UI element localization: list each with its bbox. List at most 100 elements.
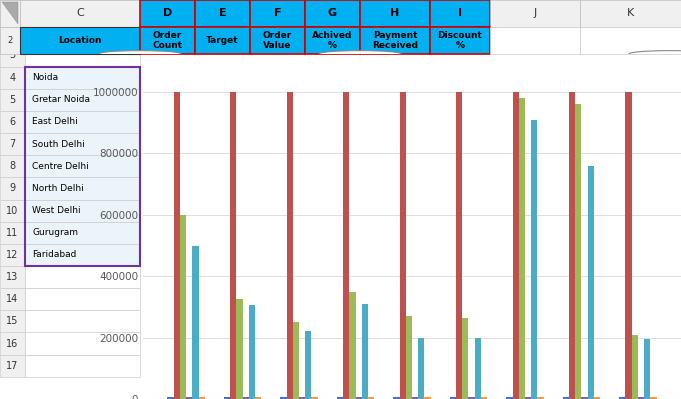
Bar	[20, 0, 140, 27]
Bar	[355, 397, 362, 399]
Circle shape	[629, 51, 681, 57]
Bar	[20, 27, 140, 54]
Bar	[168, 397, 174, 399]
Bar	[305, 27, 360, 54]
Text: G: G	[328, 8, 337, 18]
Bar	[424, 397, 430, 399]
Bar	[525, 397, 531, 399]
Text: Gurugram: Gurugram	[32, 228, 78, 237]
Bar	[174, 92, 180, 399]
Text: Location: Location	[59, 36, 101, 45]
Text: Gretar Noida: Gretar Noida	[32, 95, 90, 104]
Bar	[406, 316, 412, 399]
Bar	[25, 332, 140, 355]
Bar	[249, 305, 255, 399]
Text: F: F	[274, 8, 281, 18]
Text: 16: 16	[6, 339, 18, 349]
Bar	[0, 222, 25, 244]
Bar	[337, 397, 343, 399]
Text: 5: 5	[10, 95, 16, 105]
Text: South Delhi: South Delhi	[32, 140, 85, 148]
Bar	[580, 27, 681, 54]
Bar	[25, 244, 140, 266]
Bar	[362, 304, 368, 399]
Bar	[180, 215, 186, 399]
Bar	[250, 27, 305, 54]
Bar	[299, 397, 305, 399]
Bar	[582, 397, 588, 399]
Bar	[281, 397, 287, 399]
Bar	[0, 288, 25, 310]
Bar	[25, 310, 140, 332]
Bar	[481, 397, 487, 399]
Bar	[394, 397, 400, 399]
Bar	[311, 397, 318, 399]
Bar	[513, 92, 519, 399]
Bar	[619, 397, 625, 399]
Bar	[349, 292, 355, 399]
Text: Faridabad: Faridabad	[32, 251, 76, 259]
Bar	[287, 92, 293, 399]
Bar	[199, 397, 205, 399]
Bar	[25, 67, 140, 89]
Bar	[230, 92, 236, 399]
Bar	[25, 67, 140, 266]
Bar	[569, 92, 575, 399]
Bar	[456, 92, 462, 399]
Bar	[0, 155, 25, 177]
Text: East Delhi: East Delhi	[32, 117, 78, 126]
Bar	[506, 397, 513, 399]
Bar	[242, 397, 249, 399]
Text: 10: 10	[6, 205, 18, 215]
Bar	[25, 133, 140, 155]
Bar	[580, 0, 681, 27]
Text: E: E	[219, 8, 226, 18]
Bar	[250, 0, 305, 27]
Bar	[140, 27, 195, 54]
Text: Order
Value: Order Value	[263, 31, 292, 50]
Bar	[0, 332, 25, 355]
Text: 7: 7	[10, 139, 16, 149]
Text: 9: 9	[10, 184, 16, 194]
Text: 14: 14	[6, 294, 18, 304]
Text: K: K	[627, 8, 634, 18]
Text: 17: 17	[6, 361, 19, 371]
Bar	[430, 27, 490, 54]
Bar	[195, 0, 250, 27]
Bar	[430, 0, 490, 27]
Text: 2: 2	[10, 28, 16, 38]
Text: Noida: Noida	[32, 73, 59, 82]
Text: 11: 11	[6, 228, 18, 238]
Text: 8: 8	[10, 161, 16, 171]
Bar	[0, 200, 25, 222]
Polygon shape	[2, 2, 18, 24]
Text: West Delhi: West Delhi	[32, 206, 81, 215]
Bar	[519, 98, 525, 399]
Bar	[0, 0, 140, 22]
Bar	[195, 27, 250, 54]
Bar	[0, 44, 25, 67]
Bar	[0, 67, 25, 89]
Text: 15: 15	[6, 316, 19, 326]
Bar	[25, 22, 140, 44]
Text: 13: 13	[6, 272, 18, 282]
Text: Target: Target	[206, 36, 239, 45]
Bar	[343, 92, 349, 399]
Bar	[25, 111, 140, 133]
Bar	[418, 338, 424, 399]
Bar	[0, 266, 25, 288]
Text: 12: 12	[6, 250, 19, 260]
Text: Order
Count: Order Count	[153, 31, 183, 50]
Bar	[368, 397, 374, 399]
Bar	[490, 0, 580, 27]
Bar	[236, 299, 242, 399]
Bar	[0, 177, 25, 200]
Bar	[360, 0, 430, 27]
Text: Location: Location	[56, 28, 109, 38]
Text: I: I	[458, 8, 462, 18]
Bar	[0, 89, 25, 111]
Bar	[563, 397, 569, 399]
Text: J: J	[533, 8, 537, 18]
Bar	[537, 397, 543, 399]
Bar	[140, 0, 195, 27]
